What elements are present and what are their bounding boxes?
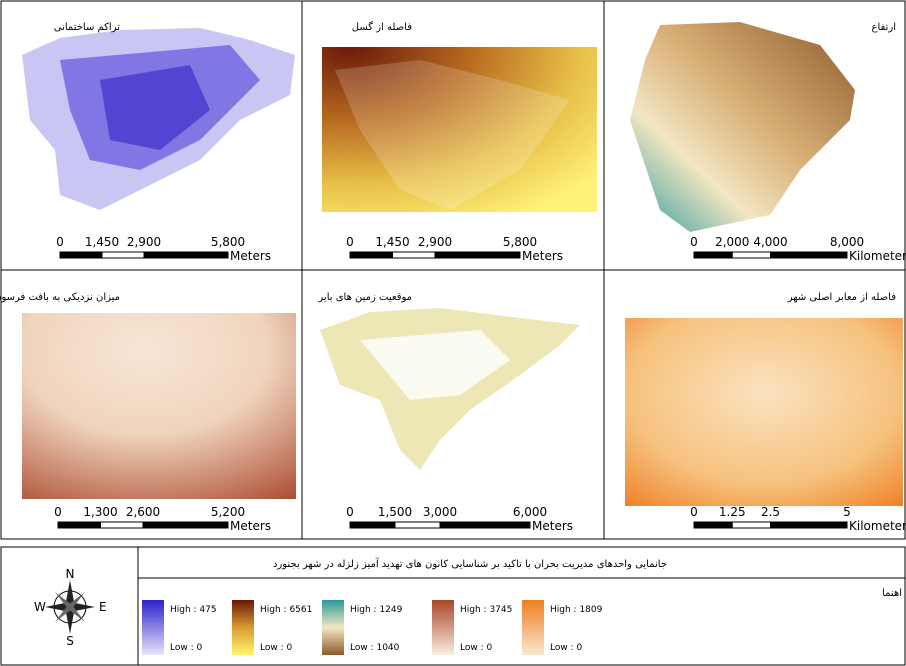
- scale-label: 2,000: [715, 235, 749, 249]
- panel-title: موقعیت زمین های بایر: [317, 292, 412, 303]
- scale-label: 5,800: [503, 235, 537, 249]
- legend-heading: اهنما: [882, 588, 902, 599]
- scale-bar: [393, 252, 436, 258]
- scale-bar: [771, 252, 848, 258]
- scale-bar: [732, 252, 770, 258]
- map-area: [630, 22, 855, 232]
- legend-high: High : 1809: [550, 605, 603, 615]
- scale-bar: [732, 522, 770, 528]
- scale-bar: [771, 522, 848, 528]
- scale-bar: [350, 252, 393, 258]
- panel-title: تراکم ساختمانی: [54, 22, 120, 33]
- legend-swatch: [142, 600, 164, 655]
- compass-n: N: [66, 567, 75, 581]
- legend-swatch: [522, 600, 544, 655]
- legend-low: Low : 1040: [350, 643, 400, 653]
- scale-unit: Kilometers: [849, 249, 906, 263]
- scale-bar: [143, 522, 228, 528]
- legend-low: Low : 0: [460, 643, 492, 653]
- scale-label: 2,900: [127, 235, 161, 249]
- scale-label: 0: [690, 235, 698, 249]
- legend-swatch: [432, 600, 454, 655]
- scale-label: 5,800: [211, 235, 245, 249]
- legend-low: Low : 0: [550, 643, 582, 653]
- legend-swatch: [232, 600, 254, 655]
- scale-label: 1,450: [375, 235, 409, 249]
- scale-label: 1,500: [378, 505, 412, 519]
- scale-label: 1.25: [719, 505, 746, 519]
- scale-label: 4,000: [753, 235, 787, 249]
- scale-bar: [350, 522, 395, 528]
- map-area: [625, 318, 903, 506]
- scale-unit: Meters: [230, 519, 271, 533]
- compass-e: E: [99, 600, 107, 614]
- scale-label: 0: [690, 505, 698, 519]
- scale-unit: Meters: [532, 519, 573, 533]
- scale-bar: [435, 252, 520, 258]
- legend-low: Low : 0: [170, 643, 202, 653]
- legend-high: High : 3745: [460, 605, 512, 615]
- compass-s: S: [66, 634, 74, 648]
- scale-label: 5: [843, 505, 851, 519]
- scale-label: 2.5: [761, 505, 780, 519]
- scale-bar: [144, 252, 228, 258]
- compass-w: W: [34, 600, 46, 614]
- scale-label: 6,000: [513, 505, 547, 519]
- compass: [45, 580, 95, 634]
- scale-label: 0: [346, 235, 354, 249]
- map-figure: جانمایی واحدهای مدیریت بحران با تاکید بر…: [0, 0, 906, 666]
- scale-bar: [60, 252, 102, 258]
- scale-label: 2,600: [126, 505, 160, 519]
- scale-label: 2,900: [418, 235, 452, 249]
- scale-unit: Meters: [230, 249, 271, 263]
- scale-bar: [440, 522, 530, 528]
- panel-title: ارتفاع: [872, 22, 896, 33]
- legend-swatch: [322, 600, 344, 655]
- scale-bar: [101, 522, 144, 528]
- panel-title: میزان نزدیکی به بافت فرسوده: [0, 292, 120, 303]
- scale-label: 3,000: [423, 505, 457, 519]
- scale-bar: [102, 252, 144, 258]
- legend-high: High : 6561: [260, 605, 312, 615]
- map-area: [22, 313, 296, 499]
- scale-label: 0: [56, 235, 64, 249]
- scale-label: 0: [346, 505, 354, 519]
- legend-title: جانمایی واحدهای مدیریت بحران با تاکید بر…: [273, 557, 667, 570]
- scale-unit: Meters: [522, 249, 563, 263]
- scale-bar: [694, 522, 732, 528]
- scale-label: 0: [54, 505, 62, 519]
- legend-high: High : 475: [170, 605, 217, 615]
- scale-bar: [58, 522, 101, 528]
- panel-title: فاصله از معابر اصلی شهر: [787, 292, 896, 303]
- scale-label: 1,450: [85, 235, 119, 249]
- scale-label: 5,200: [211, 505, 245, 519]
- scale-label: 8,000: [830, 235, 864, 249]
- legend-high: High : 1249: [350, 605, 403, 615]
- scale-label: 1,300: [83, 505, 117, 519]
- scale-bar: [395, 522, 440, 528]
- panel-title: فاصله از گسل: [352, 21, 412, 33]
- scale-unit: Kilometers: [849, 519, 906, 533]
- scale-bar: [694, 252, 732, 258]
- legend-low: Low : 0: [260, 643, 292, 653]
